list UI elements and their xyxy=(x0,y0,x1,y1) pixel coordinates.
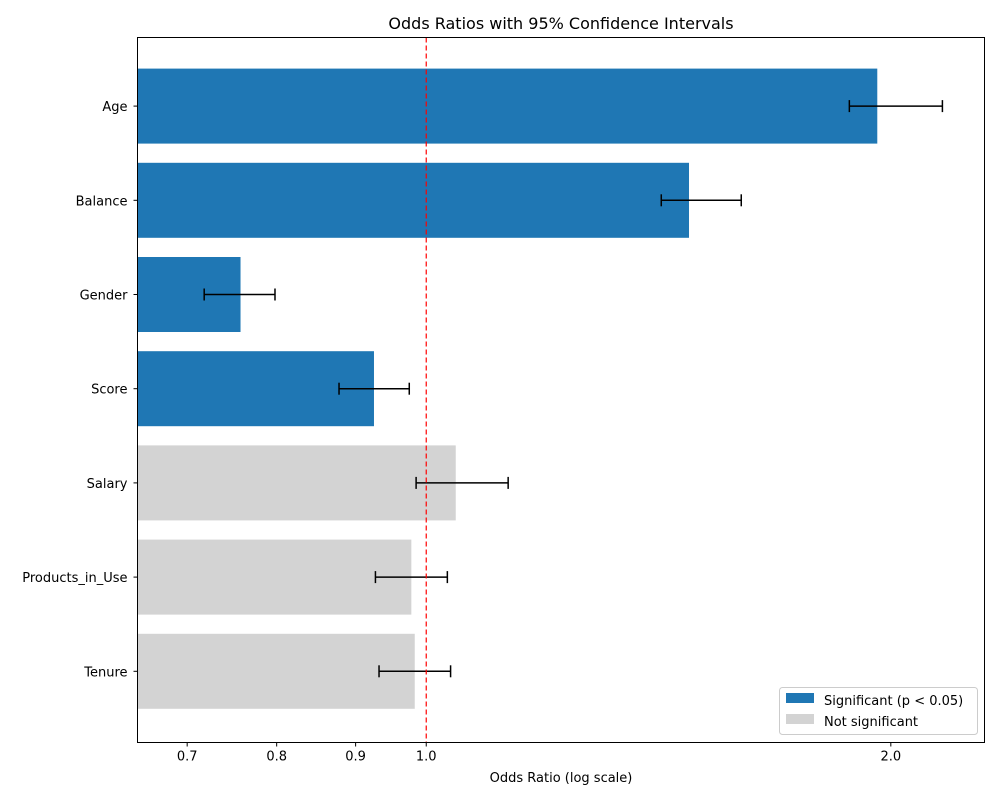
x-axis-label: Odds Ratio (log scale) xyxy=(490,771,633,786)
bars-layer xyxy=(137,68,878,709)
legend-label-not-significant: Not significant xyxy=(824,715,918,730)
bar-salary xyxy=(137,445,456,521)
y-tick-label-age: Age xyxy=(102,100,127,115)
errorbars-layer xyxy=(203,100,944,678)
y-tick-label-score: Score xyxy=(91,383,127,398)
plot-frame xyxy=(137,37,985,743)
legend-swatch-not-significant xyxy=(786,714,814,724)
x-tick-label: 0.7 xyxy=(177,750,198,765)
y-tick-label-salary: Salary xyxy=(87,477,128,492)
x-tick-label: 0.9 xyxy=(345,750,366,765)
y-tick-label-gender: Gender xyxy=(80,289,129,304)
x-axis: 0.7 0.8 0.9 1.0 2.0 xyxy=(177,742,901,765)
legend-frame xyxy=(779,687,978,735)
legend-swatch-significant xyxy=(786,693,814,703)
y-tick-label-tenure: Tenure xyxy=(83,665,127,680)
y-tick-label-products-in-use: Products_in_Use xyxy=(22,571,127,586)
bar-score xyxy=(137,351,374,427)
bar-products-in-use xyxy=(137,539,412,615)
bar-tenure xyxy=(137,633,415,709)
bar-balance xyxy=(137,162,690,238)
y-tick-label-balance: Balance xyxy=(76,194,128,209)
legend: Significant (p < 0.05) Not significant xyxy=(779,687,978,735)
x-tick-label: 0.8 xyxy=(266,750,287,765)
bar-age xyxy=(137,68,878,144)
x-tick-label: 1.0 xyxy=(416,750,437,765)
chart-title: Odds Ratios with 95% Confidence Interval… xyxy=(388,14,733,33)
x-tick-label: 2.0 xyxy=(880,750,901,765)
legend-label-significant: Significant (p < 0.05) xyxy=(824,694,963,709)
y-axis: Age Balance Gender Score Salary Products_in_U… xyxy=(22,100,138,680)
